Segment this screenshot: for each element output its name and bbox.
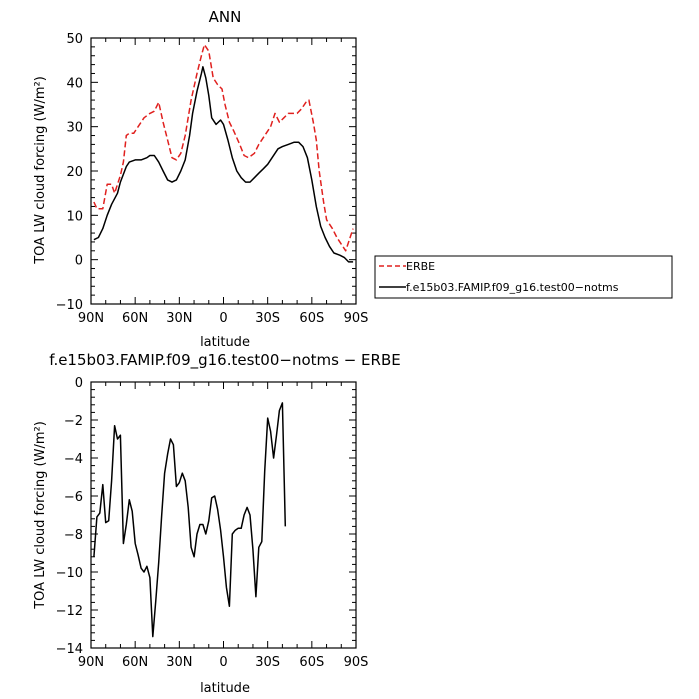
top-series-lines (93, 43, 354, 263)
bottom-x-tick-label: 90N (78, 655, 104, 670)
top-x-tick-label: 60N (122, 311, 148, 326)
top-chart-title: ANN (209, 8, 242, 26)
top-x-axis-label: latitude (200, 335, 250, 350)
bottom-chart-title: f.e15b03.FAMIP.f09_g16.test00−notms − ER… (49, 351, 400, 370)
bottom-y-tick-label: −6 (64, 490, 83, 505)
bottom-x-tick-label: 0 (219, 655, 227, 670)
top-y-tick-label: 30 (66, 121, 83, 136)
legend-label-erbe: ERBE (406, 260, 435, 273)
bottom-x-tick-label: 60N (122, 655, 148, 670)
legend: ERBE f.e15b03.FAMIP.f09_g16.test00−notms (374, 255, 673, 299)
top-axes-frame (90, 37, 357, 305)
top-plot-area (90, 37, 357, 305)
bottom-tick-labels: 90N 60N 30N 0 30S 60S 90S −14 −12 −10 −8 −6 −4 −2 0 (56, 376, 369, 670)
bottom-x-tick-label: 90S (344, 655, 369, 670)
legend-box (374, 255, 673, 299)
top-y-tick-label: −10 (56, 298, 83, 313)
top-panel: ANN TOA LW cloud forcing (W/m²) latitude… (33, 8, 368, 350)
bottom-x-tick-label: 30N (166, 655, 192, 670)
top-y-axis-label: TOA LW cloud forcing (W/m²) (33, 76, 48, 265)
top-tick-labels: 90N 60N 30N 0 30S 60S 90S −10 0 10 20 30 40 50 (56, 32, 369, 326)
bottom-x-axis-label: latitude (200, 681, 250, 696)
bottom-y-tick-label: 0 (75, 376, 83, 391)
top-series-line-0 (93, 43, 354, 252)
top-y-tick-label: 20 (66, 165, 83, 180)
bottom-y-axis-label: TOA LW cloud forcing (W/m²) (33, 421, 48, 610)
bottom-y-tick-label: −8 (64, 528, 83, 543)
bottom-y-tick-label: −2 (64, 414, 83, 429)
top-x-tick-label: 90S (344, 311, 369, 326)
bottom-series-lines (93, 402, 287, 638)
top-x-tick-label: 90N (78, 311, 104, 326)
top-x-tick-label: 30N (166, 311, 192, 326)
bottom-plot-area (90, 381, 357, 649)
top-y-tick-label: 10 (66, 209, 83, 224)
top-series-line-1 (93, 66, 354, 263)
top-y-tick-label: 40 (66, 76, 83, 91)
bottom-panel: f.e15b03.FAMIP.f09_g16.test00−notms − ER… (33, 351, 401, 696)
bottom-y-tick-label: −12 (56, 604, 83, 619)
bottom-x-tick-label: 30S (255, 655, 280, 670)
bottom-axes-frame (90, 381, 357, 649)
top-y-tick-label: 50 (66, 32, 83, 47)
top-x-tick-label: 60S (299, 311, 324, 326)
top-x-tick-label: 0 (219, 311, 227, 326)
bottom-y-tick-label: −10 (56, 566, 83, 581)
top-x-tick-label: 30S (255, 311, 280, 326)
bottom-y-tick-label: −4 (64, 452, 83, 467)
bottom-x-tick-label: 60S (299, 655, 324, 670)
top-y-tick-label: 0 (75, 254, 83, 269)
bottom-series-line-0 (93, 402, 287, 638)
bottom-y-tick-label: −14 (56, 642, 83, 657)
legend-label-model: f.e15b03.FAMIP.f09_g16.test00−notms (406, 281, 619, 294)
